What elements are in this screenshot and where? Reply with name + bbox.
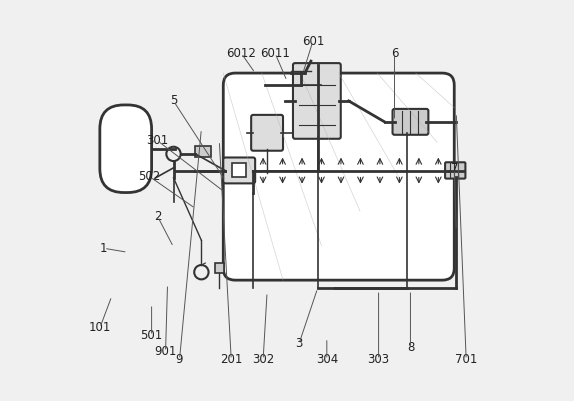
Text: 601: 601 xyxy=(302,35,324,48)
Text: 9: 9 xyxy=(176,353,183,366)
FancyBboxPatch shape xyxy=(393,109,428,135)
Text: 501: 501 xyxy=(141,329,163,342)
Text: 901: 901 xyxy=(154,345,177,358)
Bar xyxy=(232,164,246,177)
Text: 502: 502 xyxy=(138,170,161,183)
Text: 1: 1 xyxy=(100,242,107,255)
Text: 5: 5 xyxy=(170,95,177,107)
Text: 6012: 6012 xyxy=(226,47,256,60)
Text: 3: 3 xyxy=(295,337,302,350)
FancyBboxPatch shape xyxy=(223,73,454,280)
Text: 301: 301 xyxy=(146,134,169,147)
Text: 304: 304 xyxy=(316,353,338,366)
Text: 303: 303 xyxy=(367,353,390,366)
Text: 7: 7 xyxy=(451,162,458,175)
Text: 6011: 6011 xyxy=(260,47,290,60)
Text: 8: 8 xyxy=(407,341,414,354)
FancyBboxPatch shape xyxy=(100,105,152,192)
Bar xyxy=(215,263,224,273)
Text: 6: 6 xyxy=(391,47,398,60)
Bar xyxy=(195,146,211,158)
Text: 701: 701 xyxy=(455,353,478,366)
FancyBboxPatch shape xyxy=(293,63,341,139)
FancyBboxPatch shape xyxy=(223,158,255,183)
FancyBboxPatch shape xyxy=(445,162,466,178)
Text: 2: 2 xyxy=(154,210,161,223)
Text: 302: 302 xyxy=(252,353,274,366)
Text: 101: 101 xyxy=(88,322,111,334)
Text: 201: 201 xyxy=(220,353,242,366)
FancyBboxPatch shape xyxy=(251,115,283,151)
